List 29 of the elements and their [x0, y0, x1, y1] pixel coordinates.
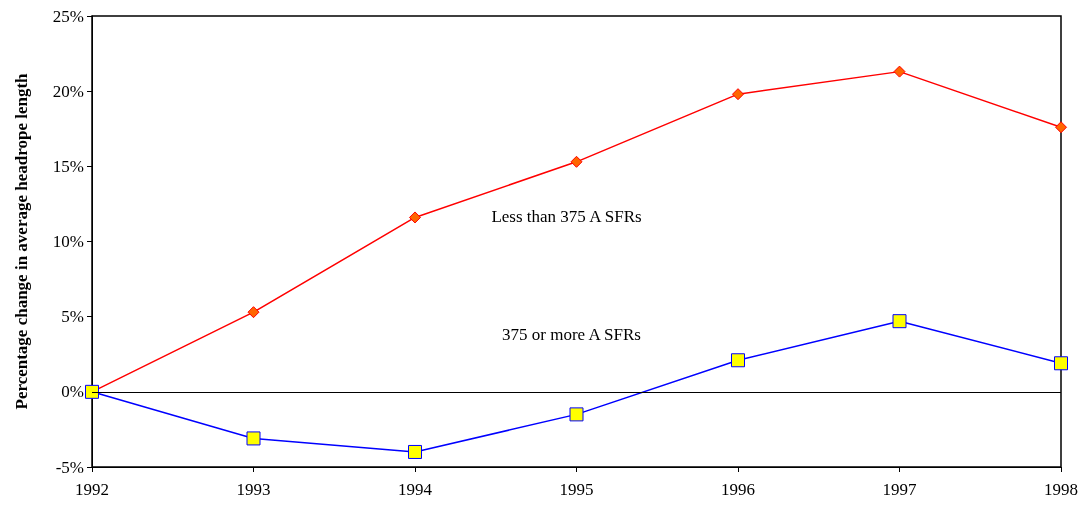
y-tick-label: 0% [61, 382, 84, 402]
point [893, 65, 906, 78]
y-tick-label: -5% [55, 457, 84, 477]
point [892, 314, 907, 329]
x-tick-label: 1998 [1044, 480, 1078, 499]
x-tick-label: 1996 [721, 480, 755, 499]
point [246, 431, 261, 446]
y-axis-title: Percentage change in average headrope length [12, 72, 31, 410]
x-tick-label: 1994 [398, 480, 433, 499]
text: 375 or more A SFRs [502, 324, 641, 344]
point [1055, 121, 1067, 134]
x-tick-label: 1997 [882, 480, 917, 499]
y-tick-label: 15% [52, 156, 84, 176]
point [731, 353, 745, 368]
x-tick-label: 1992 [75, 480, 109, 499]
point [408, 444, 422, 459]
point [1054, 356, 1068, 371]
point [732, 88, 744, 101]
x-tick-label: 1993 [236, 480, 271, 499]
point [247, 306, 260, 319]
y-tick-label: 25% [52, 6, 84, 26]
y-tick-label: 20% [52, 81, 84, 101]
x-tick-label: 1995 [559, 480, 594, 499]
point [570, 155, 583, 168]
point [409, 211, 421, 224]
series-label: Less than 375 A SFRs [491, 207, 642, 227]
y-tick-label: 5% [61, 307, 84, 327]
y-tick-label: 10% [52, 232, 84, 251]
point [569, 407, 584, 422]
